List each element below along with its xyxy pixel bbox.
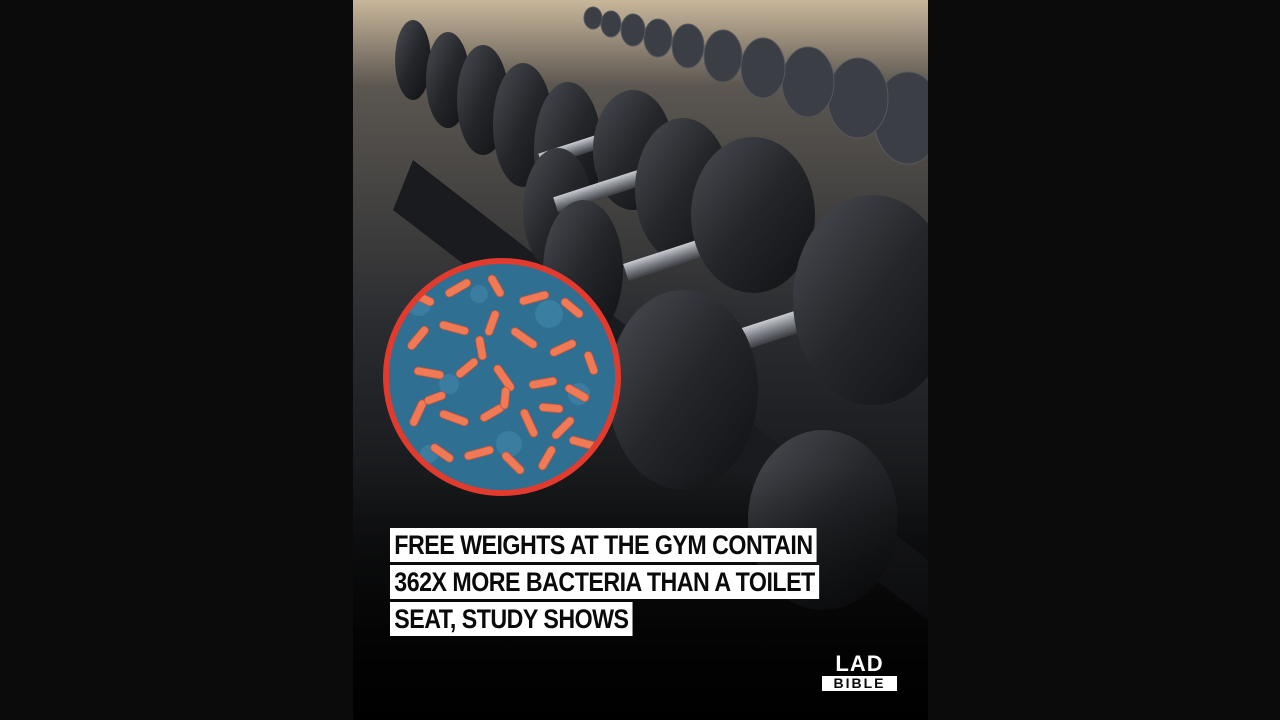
headline: FREE WEIGHTS AT THE GYM CONTAIN 362X MOR… [390, 528, 870, 639]
ladbible-logo: LAD BIBLE [822, 651, 897, 691]
bacteria-microscope-inset [383, 258, 621, 496]
gym-dumbbell-rack-photo [353, 0, 928, 720]
post-image-frame: FREE WEIGHTS AT THE GYM CONTAIN 362X MOR… [353, 0, 928, 720]
logo-bottom-text: BIBLE [822, 676, 897, 691]
bacteria-image [389, 264, 615, 490]
headline-line-1: FREE WEIGHTS AT THE GYM CONTAIN [390, 528, 817, 562]
headline-line-3: SEAT, STUDY SHOWS [390, 602, 633, 636]
headline-line-2: 362X MORE BACTERIA THAN A TOILET [390, 565, 820, 599]
logo-top-text: LAD [835, 651, 884, 676]
